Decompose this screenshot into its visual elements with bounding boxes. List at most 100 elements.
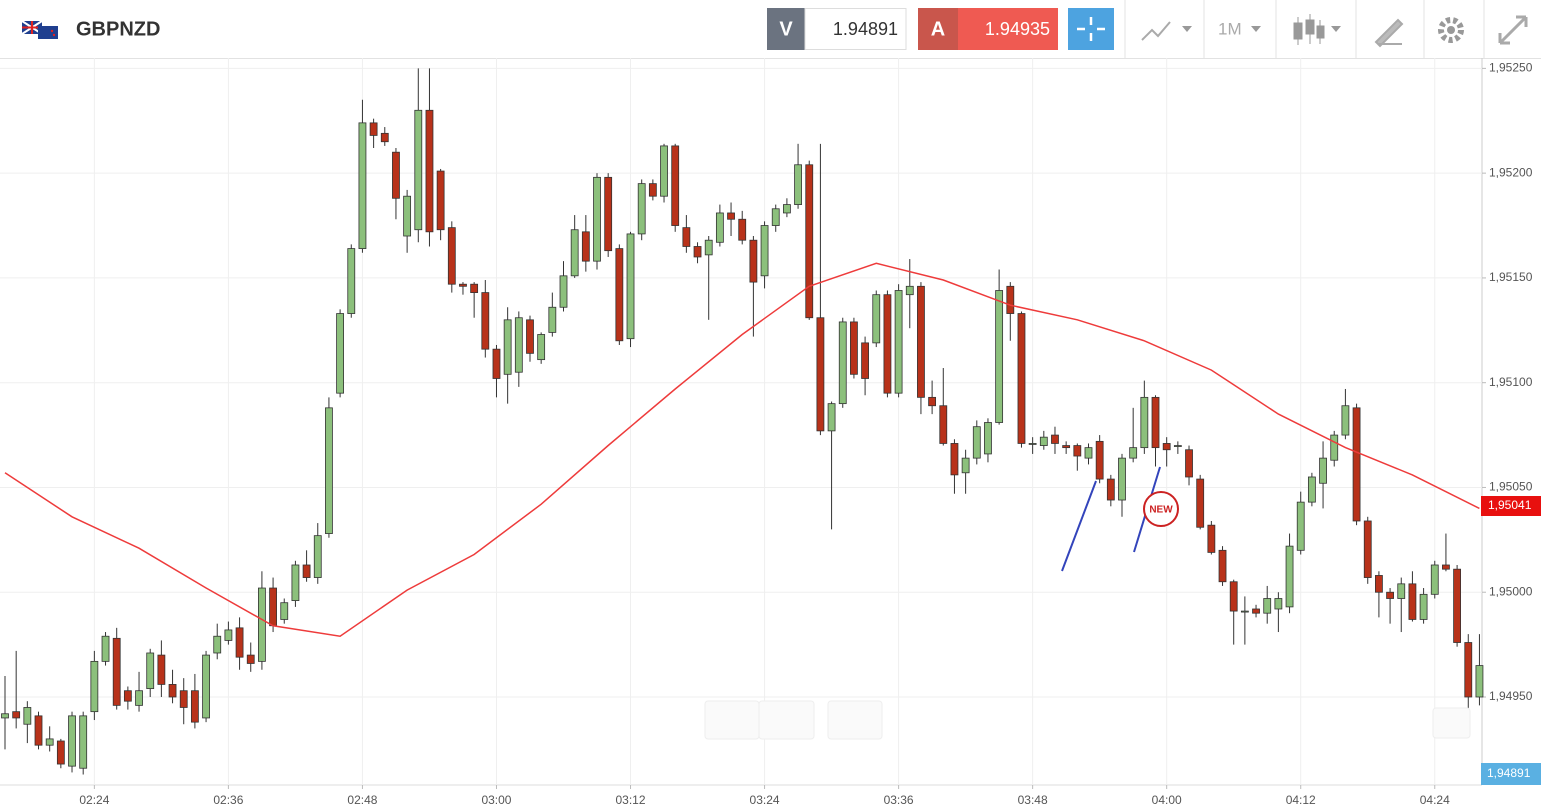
candle-body [1229,581,1238,612]
nav-button[interactable] [704,700,760,740]
candle-body [179,690,188,708]
candle-body [526,319,534,354]
candle-body [56,740,65,765]
candle-body [235,627,244,658]
last-price-tag-text: 1,94891 [1487,766,1531,780]
candle-body [1397,583,1406,599]
ma-price-tag-text: 1,95041 [1488,498,1532,512]
candle-body [146,652,155,690]
fullscreen-icon[interactable] [1498,15,1528,45]
candle-body [1240,610,1249,613]
timeframe[interactable]: 1M [1218,19,1242,38]
sell-price: 1.94891 [833,19,898,39]
draw-icon[interactable] [1374,18,1404,48]
candle-body [492,348,501,379]
new-badge[interactable] [1143,491,1179,527]
candle-body [1185,449,1193,478]
candle-body [1207,524,1216,553]
grid: 1,94950 1,95000 1,95050 1,95100 1,95150 1,952… [0,58,1533,807]
candle-body [850,321,858,375]
dropdown-arrow [1251,26,1261,32]
candle-body [1296,501,1305,551]
x-tick-label: 02:24 [79,793,109,807]
candle-body [693,246,702,258]
candle-body [1151,396,1160,449]
candle-body [749,239,758,283]
candle-body [101,635,110,662]
candle-body [704,239,713,256]
candles-icon[interactable] [1293,14,1325,45]
candle-body [202,654,210,719]
chart: 1,94950 1,95000 1,95050 1,95100 1,95150 1,952… [0,58,1541,807]
candle-body [1352,407,1361,522]
candle-body [358,122,367,249]
candle-body [972,426,981,459]
candle-body [1307,476,1316,503]
candle-body [1419,593,1428,620]
candle-body [403,195,412,237]
candle-body [727,212,735,220]
candle-body [1129,447,1138,459]
candle-body [626,233,635,340]
y-tick-label: 1,94950 [1489,689,1533,703]
candle-body [1173,445,1182,447]
x-tick-label: 03:48 [1018,793,1048,807]
candle-body [1028,443,1037,445]
candle-body [548,306,557,333]
candle-body [436,170,445,231]
dropdown-arrow [1331,26,1341,32]
candle-body [168,684,177,698]
candle-body [905,285,914,296]
x-tick-label: 03:12 [616,793,646,807]
buy-button[interactable] [918,8,958,50]
candle-body [581,231,590,262]
candle-body [224,629,233,641]
candle-body [246,654,255,664]
candle-body [1006,285,1015,314]
candle-body [1196,478,1205,528]
candle-body [928,396,937,407]
x-tick-label: 04:12 [1286,793,1316,807]
candle-body [313,535,322,578]
ma-price-tag [1481,496,1541,516]
candle-body [570,229,579,277]
x-tick-label: 03:36 [884,793,914,807]
candle-body [1386,591,1394,599]
candle-body [1263,598,1272,614]
settings-hub [1447,26,1455,34]
candle-body [838,321,847,405]
candle-body [123,690,132,702]
last-price-tag [1481,763,1541,785]
x-tick-label: 02:36 [213,793,243,807]
candle-body [1095,440,1104,480]
candle-body [302,564,311,578]
nav-button[interactable] [1432,707,1471,739]
candle-body [894,290,903,394]
settings-icon[interactable] [1438,17,1464,43]
candle-body [34,715,43,746]
candle-body [1453,568,1461,643]
candle-body [447,227,456,285]
candle-body [559,275,568,308]
sell-button[interactable] [767,8,805,50]
candle-body [593,176,601,262]
candle-body [1475,665,1484,698]
crosshair-icon [1077,17,1105,41]
nav-button[interactable] [827,700,883,740]
candle-body [615,248,624,342]
y-tick-label: 1,95150 [1489,270,1533,284]
candle-body [269,587,277,627]
candle-body [861,342,869,379]
candle-body [1073,445,1082,457]
chart-type-icon[interactable] [1141,21,1171,41]
candle-body [1051,434,1059,444]
buy-price-box[interactable] [958,8,1058,50]
candle-body [425,109,434,233]
candle-body [79,715,88,769]
candle-body [1330,434,1339,461]
candle-body [190,690,199,723]
candle-body [325,407,333,534]
crosshair-button[interactable] [1068,8,1114,50]
nav-button[interactable] [758,700,815,740]
candle-body [660,145,668,197]
